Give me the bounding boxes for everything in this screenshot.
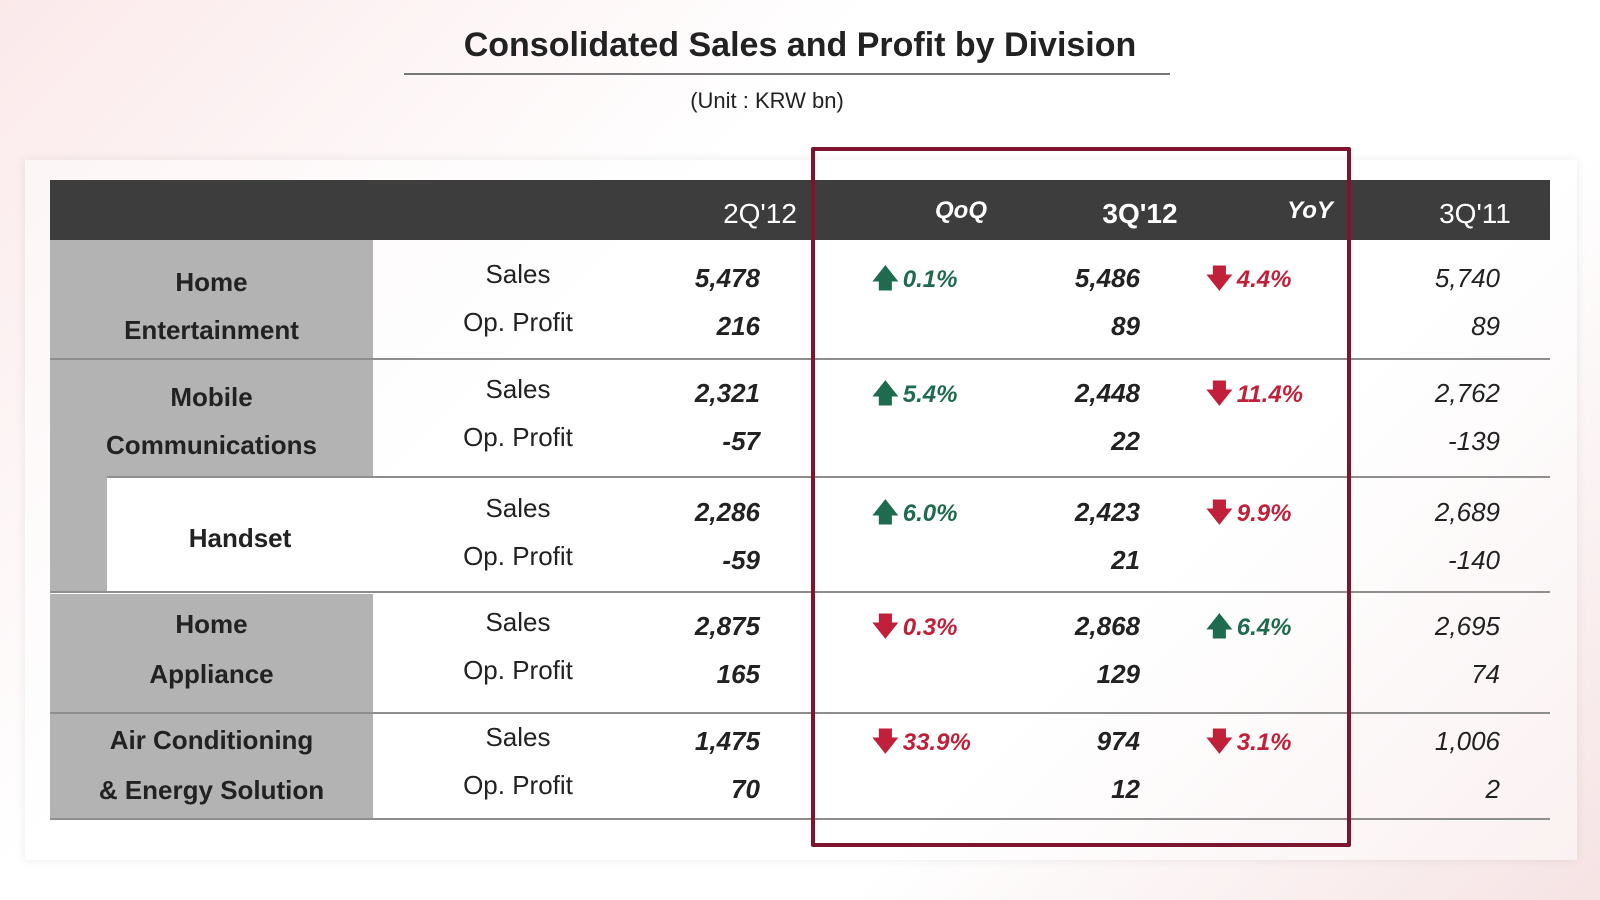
yoy-change: 🡇 9.9% [1206,492,1291,532]
value-3q12-sales: 5,486 [1074,263,1140,293]
up-arrow-icon: 🡅 [872,378,899,408]
value-2q12-sales: 2,875 [694,611,760,641]
division-name: Mobile [170,382,253,412]
up-arrow-icon: 🡅 [872,497,899,527]
division-name: & Energy Solution [98,775,325,805]
metric-label-op-profit: Op. Profit [463,422,573,452]
value-2q12-op-profit: -57 [722,426,760,456]
value-2q12-sales: 1,475 [694,726,760,756]
value-3q12-sales: 2,448 [1074,378,1140,408]
down-arrow-icon: 🡇 [1206,263,1233,293]
col-header-qoq: QoQ [935,197,987,224]
row-divider [50,591,1550,593]
value-2q12-sales: 2,321 [694,378,760,408]
percent-value: 6.4% [1236,614,1292,641]
percent-value: 0.1% [902,266,958,293]
value-3q12-op-profit: 22 [1111,426,1140,456]
percent-value: 11.4% [1236,381,1304,408]
value-3q11-sales: 5,740 [1434,263,1500,293]
down-arrow-icon: 🡇 [1206,497,1233,527]
value-3q11-op-profit: 89 [1471,311,1500,341]
table-header: 2Q'12 QoQ 3Q'12 YoY 3Q'11 [50,180,1550,240]
division-label-box [50,240,373,360]
page-title: Consolidated Sales and Profit by Divisio… [463,26,1137,64]
division-name: Entertainment [124,315,299,345]
qoq-change: 🡅 6.0% [872,492,957,532]
down-arrow-icon: 🡇 [872,726,899,756]
value-3q11-sales: 2,695 [1434,611,1500,641]
metric-label-sales: Sales [485,259,551,289]
value-2q12-op-profit: 165 [716,659,760,689]
yoy-change: 🡇 11.4% [1206,373,1303,413]
down-arrow-icon: 🡇 [1206,726,1233,756]
value-3q11-op-profit: -140 [1447,545,1500,575]
value-3q11-op-profit: 2 [1485,774,1500,804]
value-2q12-op-profit: 216 [716,311,760,341]
yoy-change: 🡅 6.4% [1206,606,1291,646]
value-3q12-op-profit: 21 [1111,545,1140,575]
handset-label-box [107,478,373,592]
division-name: Appliance [149,659,274,689]
value-3q11-sales: 2,689 [1434,497,1500,527]
percent-value: 33.9% [902,729,971,756]
qoq-change: 🡅 0.1% [872,258,957,298]
value-3q11-sales: 2,762 [1434,378,1500,408]
up-arrow-icon: 🡅 [1206,611,1233,641]
division-name: Handset [188,523,292,553]
division-name: Home [175,609,248,639]
qoq-change: 🡇 0.3% [872,606,957,646]
col-header-3q12: 3Q'12 [1102,198,1178,229]
division-name: Communications [106,430,317,460]
highlight-box [811,147,1351,847]
value-3q11-op-profit: -139 [1447,426,1500,456]
value-2q12-sales: 5,478 [694,263,760,293]
metric-label-sales: Sales [485,374,551,404]
metric-label-op-profit: Op. Profit [463,770,573,800]
row-divider [50,712,1550,714]
percent-value: 3.1% [1236,729,1292,756]
percent-value: 4.4% [1236,266,1292,293]
metric-label-sales: Sales [485,722,551,752]
up-arrow-icon: 🡅 [872,263,899,293]
col-header-yoy: YoY [1287,197,1333,224]
value-3q12-sales: 974 [1096,726,1140,756]
value-3q11-sales: 1,006 [1434,726,1500,756]
title-underline [404,73,1170,75]
yoy-change: 🡇 3.1% [1206,721,1291,761]
value-3q12-op-profit: 129 [1096,659,1140,689]
division-label-box [50,594,373,712]
row-divider [50,358,1550,360]
metric-label-sales: Sales [485,493,551,523]
row-divider [50,818,1550,820]
value-2q12-sales: 2,286 [694,497,760,527]
yoy-change: 🡇 4.4% [1206,258,1291,298]
metric-label-op-profit: Op. Profit [463,541,573,571]
value-3q12-op-profit: 12 [1111,774,1140,804]
down-arrow-icon: 🡇 [872,611,899,641]
value-3q12-op-profit: 89 [1111,311,1140,341]
division-label-box [50,714,373,820]
qoq-change: 🡇 33.9% [872,721,971,761]
metric-label-sales: Sales [485,607,551,637]
value-3q11-op-profit: 74 [1471,659,1500,689]
col-header-3q11: 3Q'11 [1439,198,1511,229]
down-arrow-icon: 🡇 [1206,378,1233,408]
value-3q12-sales: 2,423 [1074,497,1140,527]
percent-value: 5.4% [902,381,958,408]
percent-value: 6.0% [902,500,958,527]
qoq-change: 🡅 5.4% [872,373,957,413]
value-2q12-op-profit: -59 [722,545,760,575]
metric-label-op-profit: Op. Profit [463,655,573,685]
percent-value: 0.3% [902,614,958,641]
unit-note: (Unit : KRW bn) [690,88,844,113]
col-header-2q12: 2Q'12 [723,198,797,229]
division-name: Air Conditioning [109,725,314,755]
value-2q12-op-profit: 70 [731,774,760,804]
value-3q12-sales: 2,868 [1074,611,1140,641]
row-divider [107,476,1550,478]
percent-value: 9.9% [1236,500,1292,527]
metric-label-op-profit: Op. Profit [463,307,573,337]
division-name: Home [175,267,248,297]
